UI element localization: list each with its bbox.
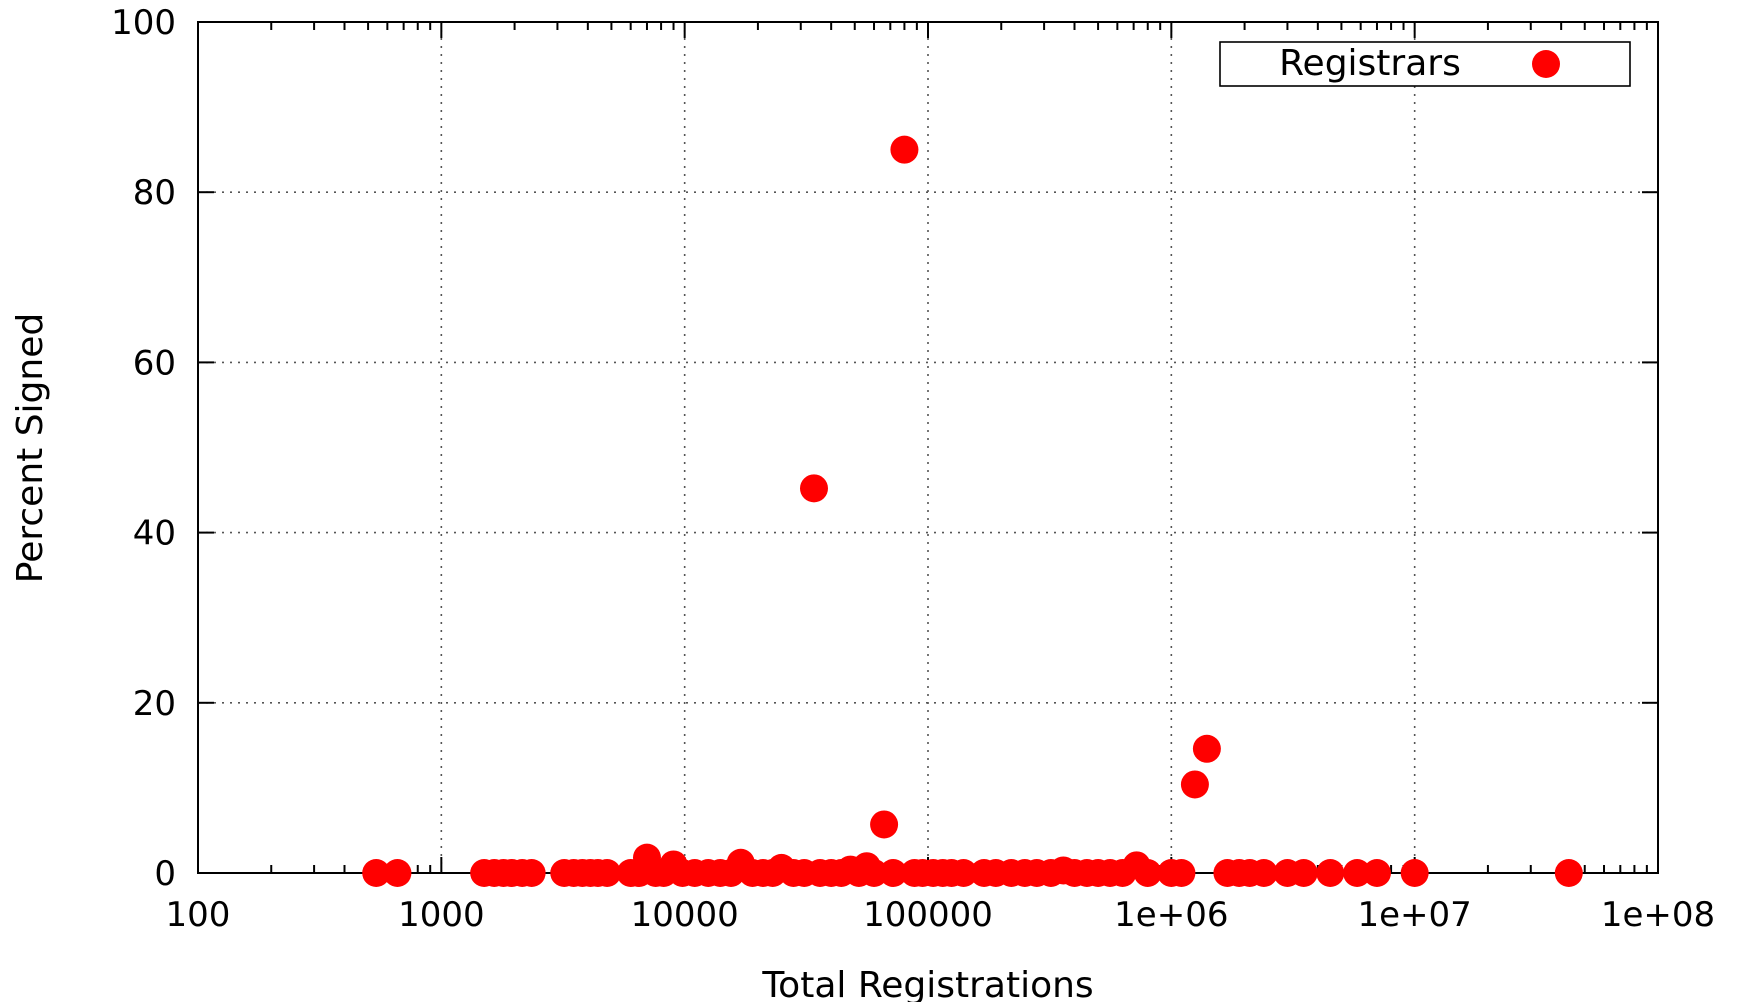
legend-box	[1219, 41, 1631, 87]
ticks: 100 1000 10000 100000 1e+06 1e+07 1e+08 0 20 40 60…	[111, 3, 1715, 935]
grid	[198, 22, 1658, 873]
y-tick-label: 60	[133, 343, 176, 383]
data-point	[1249, 859, 1278, 887]
y-tick-label: 100	[111, 3, 176, 43]
data-point	[879, 859, 908, 887]
y-tick-label: 40	[133, 514, 176, 554]
data-point	[593, 859, 622, 887]
data-point	[1289, 859, 1318, 887]
x-tick-label: 1e+06	[1114, 895, 1228, 935]
x-tick-label: 10000	[631, 895, 739, 935]
data-point	[1316, 859, 1345, 887]
x-tick-label: 100000	[863, 895, 993, 935]
x-tick-label: 1e+08	[1601, 895, 1715, 935]
data-point	[1192, 734, 1221, 763]
data-point	[362, 859, 391, 887]
data-point	[517, 859, 546, 887]
legend-label: Registrars	[1279, 43, 1461, 84]
data-point	[949, 859, 978, 887]
data-point	[1400, 859, 1429, 887]
data-point	[1362, 859, 1391, 887]
data-point	[799, 474, 828, 503]
data-point	[890, 135, 919, 164]
legend: Registrars	[1219, 41, 1631, 87]
data-point	[1554, 859, 1583, 887]
y-axis-title: Percent Signed	[10, 313, 51, 583]
data-points	[362, 135, 1583, 887]
x-tick-label: 100	[166, 895, 231, 935]
x-tick-label: 1000	[398, 895, 485, 935]
y-tick-label: 80	[133, 173, 176, 213]
x-axis-title: Total Registrations	[761, 965, 1093, 1002]
y-tick-label: 0	[154, 854, 176, 894]
x-tick-label: 1e+07	[1358, 895, 1472, 935]
data-point	[1343, 859, 1372, 887]
data-point	[1167, 859, 1196, 887]
legend-marker	[1532, 50, 1560, 78]
data-point	[1133, 859, 1162, 887]
data-point	[870, 810, 899, 839]
data-point	[860, 859, 889, 887]
data-point	[383, 859, 412, 887]
data-point	[1180, 770, 1209, 799]
y-tick-label: 20	[133, 684, 176, 724]
